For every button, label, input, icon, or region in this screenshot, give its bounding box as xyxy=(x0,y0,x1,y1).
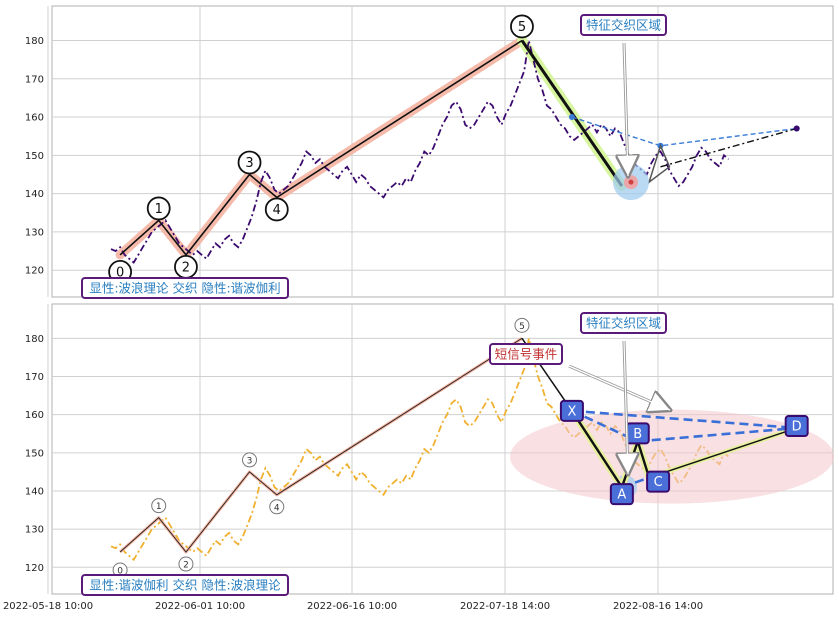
wave-pivot-4 xyxy=(269,499,285,515)
wave-pivot-2 xyxy=(178,556,194,572)
cd-leg xyxy=(648,427,797,479)
projection-line xyxy=(660,127,797,168)
harmonic-label-B: B xyxy=(633,427,642,442)
wave-pivot-label: 3 xyxy=(247,456,253,466)
y-tick-label: 170 xyxy=(25,372,44,383)
wave-pivot-label: 0 xyxy=(116,265,124,280)
wave-pivot-5 xyxy=(510,14,534,39)
harmonic-label-box-A xyxy=(609,483,634,506)
legend-text: 显性:谐波伽利 交织 隐性:波浪理论 xyxy=(89,578,281,593)
x-tick-label: 2022-08-16 14:00 xyxy=(613,601,703,612)
harmonic-dashed-leg xyxy=(637,426,797,443)
harmonic-label-box-X xyxy=(559,399,584,422)
signal-arrow-inner xyxy=(568,365,671,411)
wave-pivot-label: 0 xyxy=(117,567,123,577)
intersection-dot xyxy=(628,179,634,185)
wave-pivot-label: 5 xyxy=(519,322,525,332)
small-triangle xyxy=(647,143,671,185)
wave-pivot-label: 2 xyxy=(183,561,189,571)
wave-pivot-label: 5 xyxy=(518,20,526,35)
price-line xyxy=(110,40,730,264)
signal-label-box xyxy=(489,343,563,365)
y-tick-label: 160 xyxy=(25,113,44,124)
panel-bottom: 120 130 140 150 160 170 180 X A B C D 0 1 2 3 4 5 短信号事件 特征交… xyxy=(25,303,834,596)
y-tick-label: 180 xyxy=(25,36,44,47)
y-tick-label: 180 xyxy=(25,334,44,345)
wave-final-line xyxy=(520,39,624,187)
wave-pivot-label: 1 xyxy=(156,502,162,512)
wave-line xyxy=(119,337,523,553)
annotation-box xyxy=(580,14,667,36)
wave-pivot-label: 1 xyxy=(155,202,163,217)
wave-pivot-label: 2 xyxy=(182,260,190,275)
wave-pivot-3 xyxy=(237,150,262,175)
annotation-title: 特征交织区域 xyxy=(586,18,661,33)
harmonic-label-D: D xyxy=(792,420,802,435)
y-tick-label: 130 xyxy=(25,525,44,536)
projection-end-point xyxy=(793,125,800,132)
y-tick-label: 120 xyxy=(25,563,44,574)
y-tick-label: 150 xyxy=(25,448,44,459)
wave-pivot-label: 3 xyxy=(245,156,253,171)
annotation-box xyxy=(580,312,667,334)
legend-text: 显性:波浪理论 交织 隐性:谐波伽利 xyxy=(89,281,280,296)
wave-pivot-label: 4 xyxy=(274,503,280,513)
legend-box xyxy=(81,574,289,596)
y-tick-label: 140 xyxy=(25,486,44,497)
wave-line xyxy=(119,39,523,257)
annotation-arrow-inner xyxy=(623,340,629,475)
harmonic-dashed-line xyxy=(571,116,797,147)
y-tick-label: 160 xyxy=(25,410,44,421)
y-tick-label: 170 xyxy=(25,74,44,85)
harmonic-label-X: X xyxy=(567,404,576,419)
y-tick-label: 140 xyxy=(25,189,44,200)
plot-frame xyxy=(51,5,834,298)
x-tick-label: 2022-05-18 10:00 xyxy=(3,601,93,612)
y-tick-label: 120 xyxy=(25,266,44,277)
legend-box xyxy=(81,277,289,299)
harmonic-label-box-D xyxy=(784,415,809,438)
x-tick-label: 2022-06-01 10:00 xyxy=(155,601,245,612)
wave-pivot-1 xyxy=(146,196,171,221)
signal-label: 短信号事件 xyxy=(495,347,558,362)
harmonic-point xyxy=(568,114,575,121)
annotation-title: 特征交织区域 xyxy=(586,316,661,331)
y-tick-label: 130 xyxy=(25,227,44,238)
x-tick-label: 2022-07-18 14:00 xyxy=(460,601,550,612)
wave-pivot-3 xyxy=(242,452,258,468)
wave-pivot-1 xyxy=(151,498,167,514)
wave-pivot-label: 4 xyxy=(273,203,281,218)
harmonic-label-A: A xyxy=(617,488,626,503)
pattern-zone xyxy=(510,409,834,504)
wave-pivot-4 xyxy=(264,197,289,222)
panel-top: 120 130 140 150 160 170 180 0 1 2 3 4 5 特征交织区域显性:波浪理论… xyxy=(25,5,834,299)
harmonic-label-box-C xyxy=(646,470,671,493)
y-tick-label: 150 xyxy=(25,151,44,162)
wave-pivot-5 xyxy=(514,317,530,333)
annotation-arrow-inner xyxy=(623,42,629,177)
x-tick-label: 2022-06-16 10:00 xyxy=(307,601,397,612)
harmonic-dashed-leg xyxy=(571,409,797,430)
harmonic-label-C: C xyxy=(654,475,663,490)
